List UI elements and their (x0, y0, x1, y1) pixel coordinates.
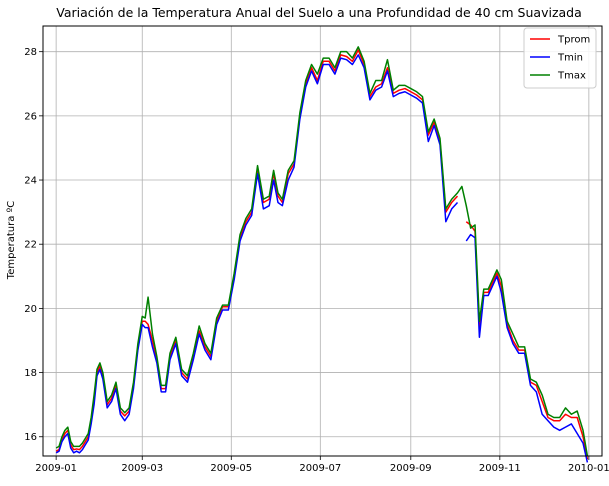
y-tick-label: 22 (24, 240, 37, 251)
y-tick-label: 28 (24, 47, 37, 58)
legend-label-tmin: Tmin (557, 53, 583, 64)
y-axis-label: Temperatura ºC (6, 201, 17, 280)
legend-label-tprom: Tprom (557, 35, 590, 46)
x-tick-label: 2009-07 (299, 463, 341, 474)
legend: Tprom Tmin Tmax (523, 27, 597, 89)
x-axis: 2009-01 2009-03 2009-05 2009-07 2009-09 2009-… (35, 456, 609, 474)
x-tick-label: 2009-09 (390, 463, 432, 474)
y-tick-label: 26 (24, 111, 37, 122)
series-line-tmax (55, 46, 589, 457)
x-tick-label: 2009-01 (35, 463, 77, 474)
plot-frame (42, 25, 603, 457)
grid (43, 26, 602, 456)
series-layer (55, 46, 589, 463)
legend-label-tmax: Tmax (557, 71, 586, 82)
series-line-tprom (55, 49, 589, 460)
x-tick-label: 2009-11 (479, 463, 521, 474)
x-tick-label: 2010-01 (568, 463, 609, 474)
chart-title: Variación de la Temperatura Anual del Su… (56, 5, 582, 20)
y-tick-label: 18 (24, 368, 37, 379)
x-tick-label: 2009-05 (210, 463, 252, 474)
y-tick-label: 16 (24, 432, 37, 443)
y-axis: 16 18 20 22 24 26 28 (24, 47, 43, 443)
y-tick-label: 20 (24, 304, 37, 315)
x-tick-label: 2009-03 (121, 463, 163, 474)
series-line-tmin (55, 54, 589, 463)
y-tick-label: 24 (24, 176, 37, 187)
legend-box (523, 27, 597, 89)
